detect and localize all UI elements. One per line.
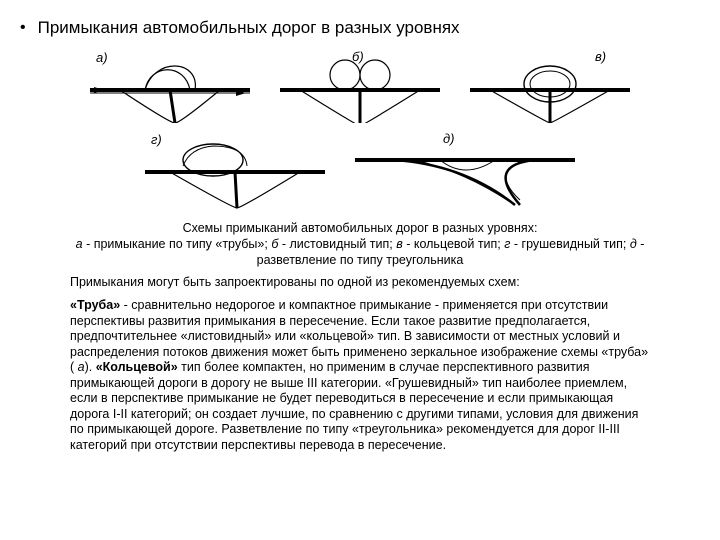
diagram-area: а) б) bbox=[30, 44, 690, 214]
diagram-label-v: в) bbox=[595, 49, 606, 64]
diagram-row-1: а) б) bbox=[90, 48, 630, 123]
diagram-g: г) bbox=[145, 130, 325, 210]
caption-g-label: г bbox=[504, 237, 514, 251]
diagram-v: в) bbox=[470, 48, 630, 123]
body-truba: «Труба» bbox=[70, 298, 120, 312]
diagram-d: д) bbox=[355, 130, 575, 210]
diagram-row-2: г) д) bbox=[145, 130, 575, 210]
diagram-label-g: г) bbox=[151, 132, 162, 147]
bullet-icon: • bbox=[20, 18, 26, 38]
body-p2: ). bbox=[85, 360, 96, 374]
caption-a-text: - примыкание по типу «трубы»; bbox=[86, 237, 271, 251]
page-title: Примыкания автомобильных дорог в разных … bbox=[38, 18, 460, 38]
caption-d-label: д bbox=[630, 237, 640, 251]
diagram-b: б) bbox=[280, 48, 440, 123]
body-koltsevoi: «Кольцевой» bbox=[96, 360, 178, 374]
caption-line1: Схемы примыканий автомобильных дорог в р… bbox=[183, 221, 538, 235]
caption-g-text: - грушевидный тип; bbox=[514, 237, 630, 251]
caption-v-label: в bbox=[396, 237, 406, 251]
caption-b-label: б bbox=[271, 237, 282, 251]
page: • Примыкания автомобильных дорог в разны… bbox=[0, 0, 720, 540]
diagram-label-b: б) bbox=[352, 49, 364, 64]
body-a-ref: а bbox=[78, 360, 85, 374]
caption: Схемы примыканий автомобильных дорог в р… bbox=[70, 220, 650, 268]
caption-b-text: - листовидный тип; bbox=[282, 237, 396, 251]
intro-text: Примыкания могут быть запроектированы по… bbox=[70, 274, 650, 290]
diagram-label-d: д) bbox=[443, 131, 455, 146]
body-text: «Труба» - сравнительно недорогое и компа… bbox=[70, 298, 650, 453]
caption-a-label: а bbox=[76, 237, 86, 251]
caption-v-text: - кольцевой тип; bbox=[406, 237, 504, 251]
title-row: • Примыкания автомобильных дорог в разны… bbox=[30, 18, 690, 38]
diagram-label-a: а) bbox=[96, 50, 108, 65]
diagram-a: а) bbox=[90, 48, 250, 123]
